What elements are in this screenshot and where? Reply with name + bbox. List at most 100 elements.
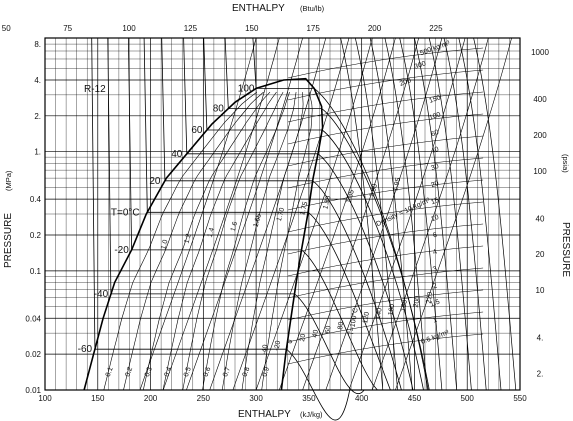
- density-label: 6: [432, 232, 438, 240]
- isotherm-line: [369, 37, 413, 391]
- top-tick-label: 100: [122, 24, 136, 33]
- isotherm-label-bottom: 160: [387, 303, 396, 316]
- isotherm-label-left: -20: [114, 245, 129, 256]
- density-label: 15: [430, 197, 440, 206]
- density-line: [287, 267, 484, 299]
- top-tick-label: 175: [306, 24, 320, 33]
- entropy-line: [371, 37, 489, 391]
- entropy-line: [209, 37, 327, 391]
- y-tick-label: 0.1: [30, 267, 42, 276]
- density-label: 2: [432, 283, 438, 291]
- top-tick-label: 225: [429, 24, 443, 33]
- x-tick-label: 400: [355, 394, 369, 403]
- quality-line: [123, 91, 264, 391]
- x-tick-label: 500: [461, 394, 475, 403]
- isotherm-line: [399, 37, 443, 391]
- x-tick-label: 200: [144, 394, 158, 403]
- isotherm-label-left: 80: [213, 104, 225, 115]
- density-label: 10: [430, 214, 440, 223]
- entropy-label: 1.6: [230, 221, 239, 232]
- entropy-label: 1.80: [322, 195, 332, 210]
- x-tick-label: 300: [249, 394, 263, 403]
- density-line: [287, 113, 484, 145]
- quality-label: 0.9: [261, 366, 271, 378]
- x-tick-label: 150: [91, 394, 105, 403]
- right-tick-label: 20: [536, 250, 545, 259]
- quality-label: 0.1: [105, 366, 115, 378]
- isotherm-label-bottom: 40: [312, 329, 320, 338]
- entropy-label: 1.85: [346, 189, 356, 204]
- density-line: [287, 69, 484, 101]
- entropy-label: 1.95: [392, 177, 402, 192]
- isotherm-label-bottom: 220: [425, 291, 434, 304]
- isotherm-line: [161, 37, 402, 391]
- x-tick-label: 100: [38, 394, 52, 403]
- density-line: [287, 179, 484, 211]
- density-line: [287, 333, 484, 365]
- isotherm-line: [473, 37, 517, 391]
- right-tick-label: 10: [536, 286, 545, 295]
- top-axis-title: ENTHALPY: [232, 3, 285, 14]
- y-tick-label: 2.: [34, 112, 41, 121]
- quality-line: [162, 91, 277, 391]
- isotherm-label-bottom: 140: [375, 307, 384, 320]
- isotherm-label-bottom: 60: [324, 325, 332, 334]
- plot-frame: [44, 37, 521, 391]
- isotherm-line: [384, 37, 428, 391]
- y-tick-label: 0.02: [25, 350, 41, 359]
- density-line: [287, 289, 484, 321]
- density-line: [287, 135, 484, 167]
- isotherm-line: [428, 37, 472, 391]
- density-label: 4: [432, 249, 438, 257]
- isotherm-label-left: 60: [191, 125, 203, 136]
- quality-line: [143, 91, 271, 391]
- isotherm-label-bottom: 180: [400, 299, 409, 312]
- quality-line: [202, 91, 290, 391]
- isotherm-line: [443, 37, 487, 391]
- y-tick-label: 0.04: [25, 314, 41, 323]
- entropy-label: 1.90: [369, 183, 379, 198]
- quality-label: 0.3: [144, 366, 154, 378]
- isotherm-label-left: 20: [149, 176, 161, 187]
- isotherm-label-bottom: T=100°C: [347, 307, 360, 336]
- top-tick-label: 75: [63, 24, 72, 33]
- density-label: 300: [414, 60, 427, 71]
- x-tick-label: 250: [197, 394, 211, 403]
- density-line: [287, 91, 484, 123]
- x-tick-label: 550: [513, 394, 527, 403]
- entropy-line: [302, 37, 419, 391]
- right-tick-label: 1000: [531, 48, 549, 57]
- entropy-line: [279, 37, 396, 391]
- right-axis-unit: (psia): [561, 154, 570, 173]
- density-label: 20: [430, 180, 440, 189]
- entropy-line: [139, 37, 257, 391]
- density-line: [287, 311, 484, 343]
- isotherm-line: [183, 37, 414, 391]
- entropy-line: [348, 37, 466, 391]
- x-tick-label: 450: [408, 394, 422, 403]
- saturation-dome: [83, 77, 324, 391]
- density-line: [287, 47, 484, 79]
- y-tick-label: 4.: [34, 76, 41, 85]
- entropy-label: 1.70: [276, 207, 286, 222]
- quality-label: 0.8: [242, 366, 252, 378]
- entropy-line: [395, 37, 512, 391]
- quality-label: 0.2: [124, 366, 134, 378]
- isotherm-line: [354, 37, 398, 391]
- y-tick-label: 0.4: [30, 195, 42, 204]
- entropy-line: [162, 37, 280, 391]
- entropy-label: 1.65: [253, 213, 263, 228]
- quality-line: [241, 92, 304, 391]
- quality-line: [221, 92, 297, 391]
- right-tick-label: 40: [536, 214, 545, 223]
- isotherm-line: [128, 37, 378, 391]
- refrigerant-label: R-12: [84, 84, 106, 95]
- entropy-label: 1.75: [299, 201, 309, 216]
- density-line: [287, 201, 484, 233]
- density-line: [287, 157, 484, 189]
- right-axis-title: PRESSURE: [560, 222, 571, 277]
- top-axis-unit: (Btu/lb): [300, 4, 325, 13]
- entropy-line: [232, 37, 350, 391]
